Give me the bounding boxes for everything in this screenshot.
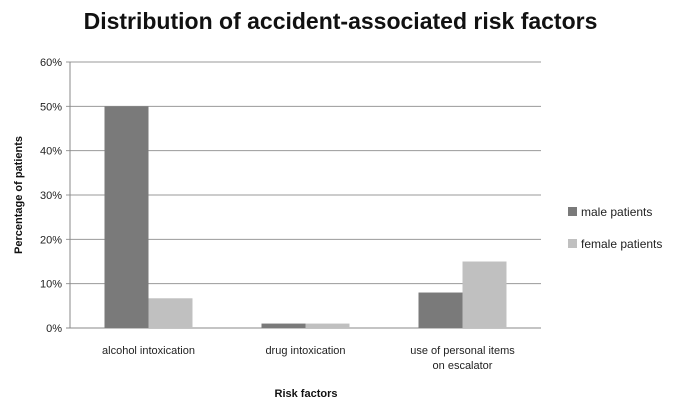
y-axis-title: Percentage of patients (13, 136, 25, 254)
bars (104, 106, 507, 328)
chart-title: Distribution of accident-associated risk… (83, 8, 598, 34)
x-tick-label: drug intoxication (265, 345, 345, 357)
y-tick-label: 50% (40, 101, 62, 113)
legend-label: female patients (581, 237, 662, 251)
x-tick-label: on escalator (433, 360, 493, 372)
x-tick-label: alcohol intoxication (102, 345, 195, 357)
legend-swatch (568, 239, 577, 248)
x-axis-title: Risk factors (275, 388, 338, 400)
y-tick-label: 0% (46, 323, 62, 335)
y-tick-label: 20% (40, 234, 62, 246)
bar-male-patients-0 (104, 106, 149, 328)
bar-female-patients-1 (305, 323, 350, 328)
x-axis-ticks: alcohol intoxication drug intoxication use… (102, 345, 515, 372)
y-axis-ticks: 0% 10% 20% 30% 40% 50% 60% (40, 57, 62, 335)
y-tick-label: 10% (40, 279, 62, 291)
bar-female-patients-2 (462, 261, 507, 328)
bar-male-patients-1 (261, 323, 306, 328)
y-tick-label: 30% (40, 190, 62, 202)
legend-label: male patients (581, 205, 652, 219)
y-tick-label: 40% (40, 146, 62, 158)
bar-male-patients-2 (418, 292, 463, 328)
y-tick-label: 60% (40, 57, 62, 69)
bar-female-patients-0 (148, 298, 193, 328)
legend-swatch (568, 207, 577, 216)
x-tick-label: use of personal items (410, 345, 515, 357)
legend: male patients female patients (568, 205, 662, 251)
